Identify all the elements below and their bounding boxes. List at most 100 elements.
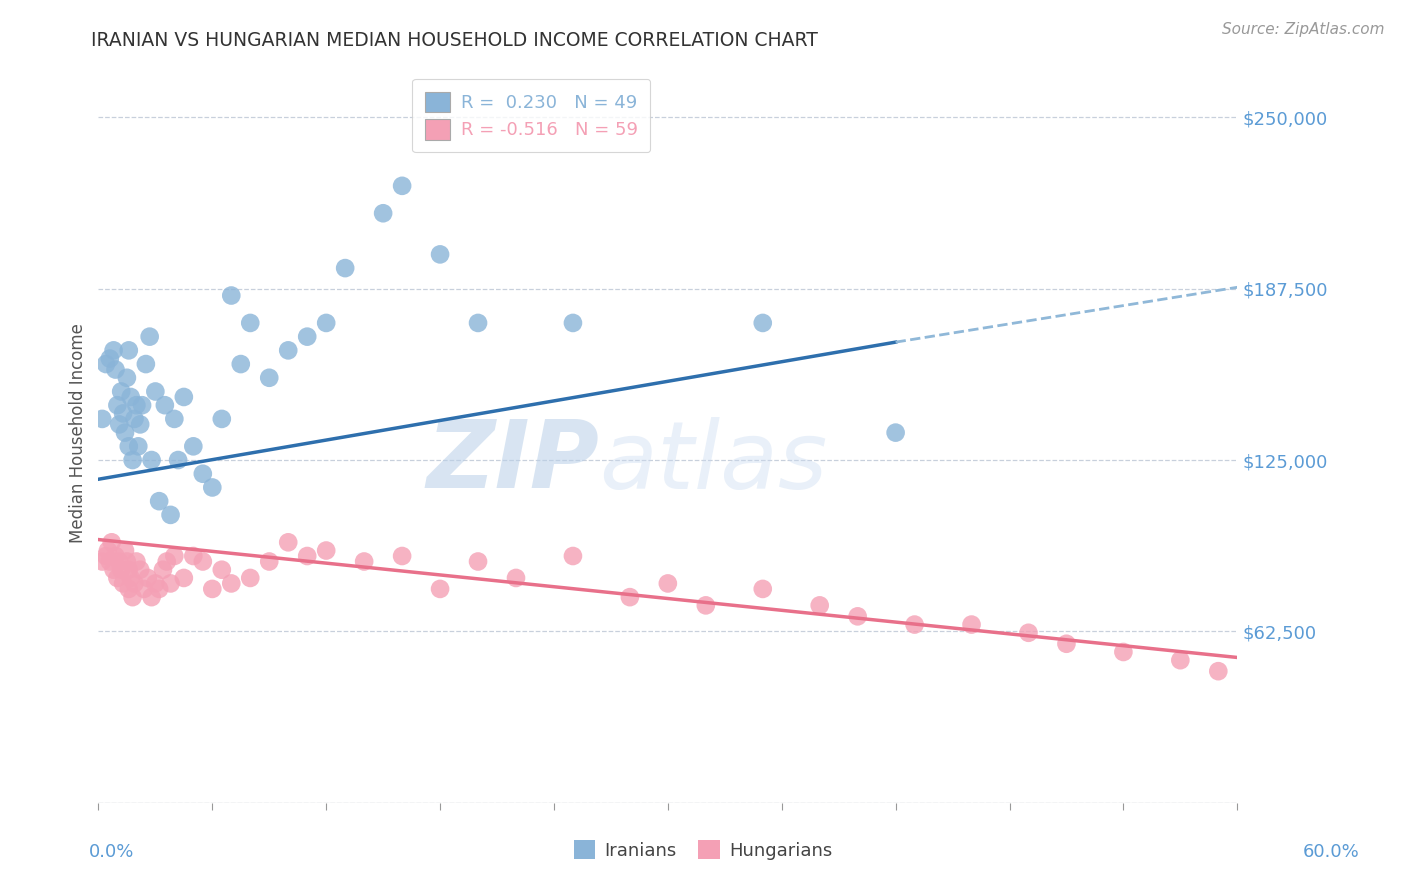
Point [467, 316, 489, 330]
Point [110, 384, 132, 399]
Point [118, 563, 141, 577]
Point [103, 343, 125, 358]
Point [125, 554, 148, 568]
Legend: R =  0.230   N = 49, R = -0.516   N = 59: R = 0.230 N = 49, R = -0.516 N = 59 [412, 78, 651, 153]
Point [884, 425, 907, 440]
Point [904, 617, 927, 632]
Point [752, 316, 775, 330]
Point [152, 563, 174, 577]
Point [91, 554, 114, 568]
Point [141, 590, 163, 604]
Point [391, 549, 413, 563]
Point [277, 535, 299, 549]
Point [183, 439, 205, 453]
Point [94, 357, 117, 371]
Point [163, 549, 186, 563]
Point [191, 554, 214, 568]
Point [1208, 664, 1230, 678]
Point [145, 576, 167, 591]
Point [695, 599, 717, 613]
Point [104, 549, 127, 563]
Point [121, 590, 143, 604]
Point [97, 543, 120, 558]
Point [127, 439, 149, 453]
Y-axis label: Median Household Income: Median Household Income [69, 323, 87, 542]
Point [108, 417, 131, 432]
Point [1056, 637, 1078, 651]
Point [138, 329, 160, 343]
Point [173, 390, 195, 404]
Text: 0.0%: 0.0% [89, 843, 134, 861]
Point [1112, 645, 1135, 659]
Point [159, 508, 181, 522]
Point [115, 554, 138, 568]
Point [98, 351, 121, 366]
Point [391, 178, 413, 193]
Point [371, 206, 394, 220]
Point [135, 357, 157, 371]
Point [125, 398, 148, 412]
Point [167, 453, 190, 467]
Point [120, 390, 142, 404]
Point [114, 543, 136, 558]
Point [808, 599, 831, 613]
Point [201, 480, 224, 494]
Point [121, 453, 143, 467]
Point [91, 412, 114, 426]
Point [960, 617, 983, 632]
Point [159, 576, 181, 591]
Point [173, 571, 195, 585]
Point [752, 582, 775, 596]
Point [108, 554, 131, 568]
Point [467, 554, 489, 568]
Point [315, 543, 337, 558]
Point [112, 406, 135, 420]
Point [277, 343, 299, 358]
Point [335, 261, 357, 276]
Point [221, 576, 243, 591]
Point [129, 417, 152, 432]
Point [211, 563, 233, 577]
Point [148, 494, 170, 508]
Point [148, 582, 170, 596]
Point [103, 563, 125, 577]
Point [120, 571, 142, 585]
Point [107, 571, 129, 585]
Point [100, 535, 122, 549]
Point [107, 398, 129, 412]
Point [505, 571, 527, 585]
Text: IRANIAN VS HUNGARIAN MEDIAN HOUSEHOLD INCOME CORRELATION CHART: IRANIAN VS HUNGARIAN MEDIAN HOUSEHOLD IN… [91, 31, 818, 50]
Point [259, 554, 281, 568]
Point [114, 425, 136, 440]
Point [118, 582, 141, 596]
Point [115, 371, 138, 385]
Point [619, 590, 641, 604]
Text: atlas: atlas [599, 417, 828, 508]
Point [353, 554, 375, 568]
Point [562, 316, 585, 330]
Text: 60.0%: 60.0% [1303, 843, 1360, 861]
Text: Source: ZipAtlas.com: Source: ZipAtlas.com [1222, 22, 1385, 37]
Point [145, 384, 167, 399]
Point [297, 329, 319, 343]
Point [315, 316, 337, 330]
Text: ZIP: ZIP [426, 417, 599, 508]
Point [132, 582, 155, 596]
Point [136, 571, 159, 585]
Point [1018, 625, 1040, 640]
Point [229, 357, 252, 371]
Point [221, 288, 243, 302]
Point [156, 554, 179, 568]
Point [211, 412, 233, 426]
Point [118, 439, 141, 453]
Point [141, 453, 163, 467]
Point [183, 549, 205, 563]
Point [163, 412, 186, 426]
Point [118, 343, 141, 358]
Point [110, 563, 132, 577]
Point [259, 371, 281, 385]
Point [429, 247, 451, 261]
Point [112, 576, 135, 591]
Point [124, 576, 146, 591]
Point [1170, 653, 1192, 667]
